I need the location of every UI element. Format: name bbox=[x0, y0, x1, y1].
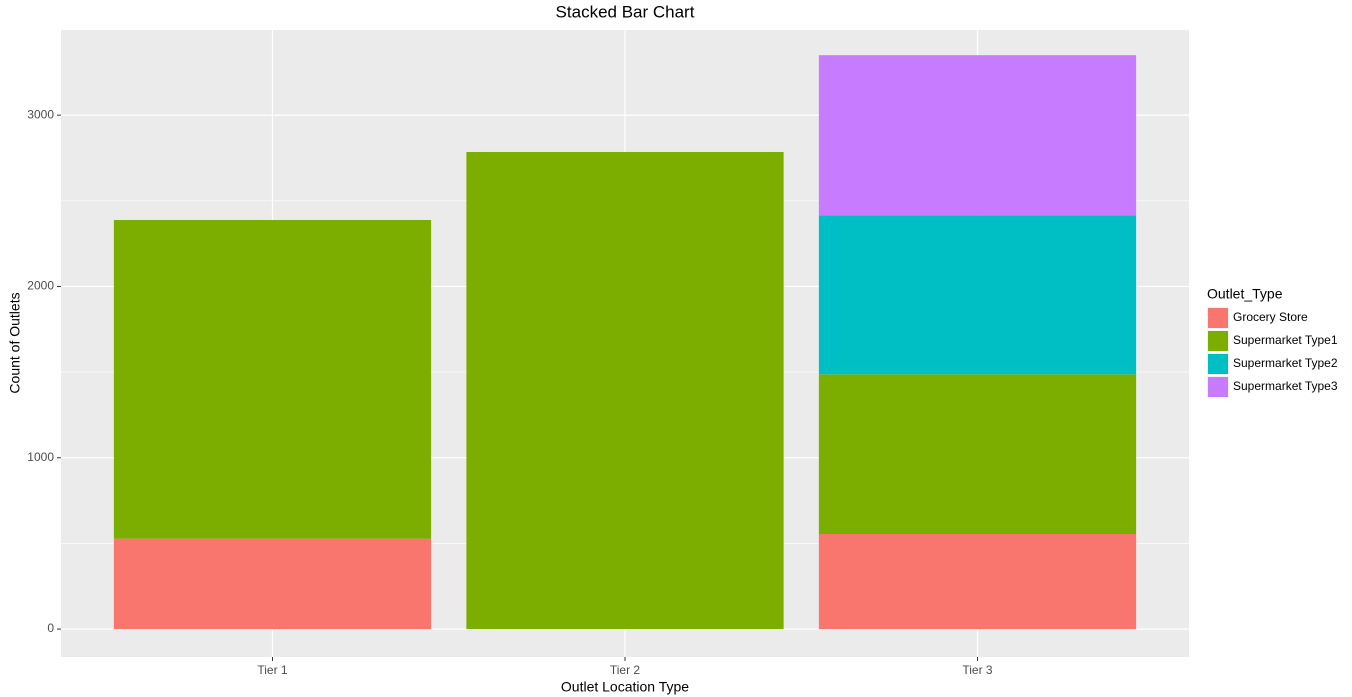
legend-swatch bbox=[1208, 308, 1228, 328]
y-tick-label: 1000 bbox=[27, 450, 54, 464]
x-tick-label: Tier 2 bbox=[610, 663, 641, 677]
legend-swatch bbox=[1208, 331, 1228, 351]
legend-swatch bbox=[1208, 377, 1228, 397]
x-tick-label: Tier 1 bbox=[257, 663, 288, 677]
y-tick-label: 2000 bbox=[27, 279, 54, 293]
bar-segment bbox=[113, 538, 432, 630]
bar-segment bbox=[466, 151, 784, 630]
y-axis-title: Count of Outlets bbox=[7, 292, 23, 393]
x-tick-label: Tier 3 bbox=[962, 663, 993, 677]
legend-label: Grocery Store bbox=[1233, 310, 1308, 324]
bar-segment bbox=[818, 215, 1137, 375]
legend-title: Outlet_Type bbox=[1207, 286, 1283, 302]
bar-segment bbox=[818, 533, 1137, 630]
legend-label: Supermarket Type3 bbox=[1233, 379, 1338, 393]
x-axis-title: Outlet Location Type bbox=[561, 679, 689, 695]
legend-swatch bbox=[1208, 354, 1228, 374]
legend-label: Supermarket Type2 bbox=[1233, 356, 1338, 370]
chart-title: Stacked Bar Chart bbox=[556, 2, 695, 21]
bar-segment bbox=[818, 55, 1137, 216]
bar-segment bbox=[113, 219, 432, 539]
legend-label: Supermarket Type1 bbox=[1233, 333, 1338, 347]
y-tick-label: 3000 bbox=[27, 107, 54, 121]
bar-segment bbox=[818, 374, 1137, 534]
y-tick-label: 0 bbox=[47, 621, 54, 635]
